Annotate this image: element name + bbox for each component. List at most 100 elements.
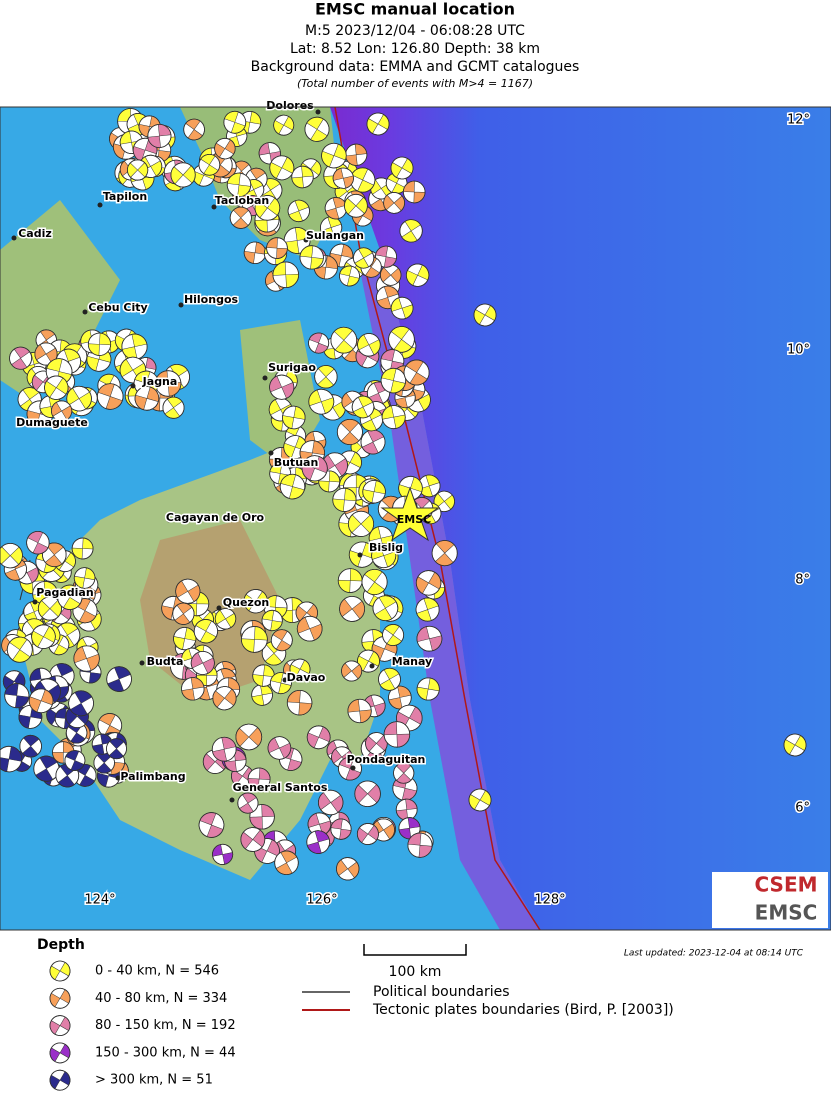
place-label: Tacloban (215, 194, 269, 207)
beachball (267, 736, 292, 760)
beachball-rim (314, 365, 338, 389)
beachball-rim (71, 537, 94, 560)
beachball (393, 762, 415, 784)
beachball-rim (269, 374, 295, 400)
beachball-rim (353, 247, 375, 269)
beachball (266, 237, 288, 259)
lon-label: 126° (306, 893, 337, 908)
beachball (44, 375, 69, 400)
beachball-rim (147, 124, 172, 148)
beachball-rim (73, 645, 100, 672)
beachball (181, 677, 205, 701)
beachball (336, 857, 360, 881)
beachball-rim (19, 734, 42, 758)
beachball-rim (308, 332, 330, 354)
beachball (247, 767, 271, 791)
beachball (390, 296, 414, 320)
place-label: Sulangan (306, 229, 364, 242)
beachball-rim (431, 540, 458, 567)
beachball (49, 1069, 71, 1091)
place-label: Cebu City (88, 301, 147, 314)
beachball (96, 383, 124, 410)
beachball (49, 1042, 71, 1064)
place-dot (282, 677, 288, 683)
beachball-rim (318, 789, 344, 816)
beachball (121, 333, 148, 360)
beachball-rim (33, 755, 60, 782)
beachball (371, 543, 397, 569)
beachball (214, 137, 236, 160)
beachball (381, 405, 406, 430)
place-label: Hilongos (184, 293, 239, 306)
beachball-rim (282, 405, 306, 430)
beachball-rim (362, 479, 386, 504)
beachball (287, 199, 310, 223)
beachball (339, 595, 366, 622)
beachball-rim (273, 114, 295, 136)
legend-item: 80 - 150 km, N = 192 (95, 1018, 236, 1033)
place-dot (357, 552, 363, 558)
beachball (357, 333, 381, 357)
beachball-rim (357, 649, 380, 673)
beachball-rim (49, 960, 71, 982)
beachball (304, 116, 330, 142)
beachball-rim (173, 627, 197, 651)
beachball-rim (347, 510, 375, 537)
beachball (324, 197, 348, 220)
beachball (337, 568, 363, 593)
beachball-rim (289, 658, 311, 680)
beachball (415, 570, 442, 596)
place-dot (11, 235, 17, 241)
beachball (240, 827, 266, 852)
beachball-rim (241, 626, 268, 653)
beachball-rim (261, 609, 283, 632)
beachball-rim (416, 677, 440, 701)
place-label: Quezon (223, 596, 269, 609)
beachball (402, 180, 426, 204)
beachball (212, 843, 234, 865)
beachball-rim (198, 153, 221, 176)
scale-label: 100 km (389, 964, 442, 980)
header-note: (Total number of events with M>4 = 1167) (297, 77, 533, 90)
beachball (237, 792, 259, 814)
beachball-rim (272, 261, 300, 289)
place-label: Dumaguete (16, 416, 88, 429)
beachball-rim (183, 118, 205, 141)
beachball (783, 733, 807, 757)
beachball-rim (31, 624, 56, 649)
beachball (351, 395, 375, 419)
beachball (66, 385, 92, 412)
beachball-rim (269, 672, 292, 695)
beachball (382, 624, 405, 646)
place-label: Jagna (142, 375, 178, 388)
beachball-rim (49, 1069, 71, 1091)
beachball (0, 542, 23, 569)
beachball-rim (266, 237, 288, 259)
beachball (431, 540, 458, 567)
beachball (399, 219, 423, 243)
beachball-rim (4, 683, 30, 709)
beachball (370, 177, 393, 200)
beachball-rim (383, 192, 405, 214)
beachball-rim (68, 690, 94, 717)
beachball (336, 418, 363, 446)
beachball-rim (416, 625, 443, 652)
beachball-rim (269, 155, 295, 181)
place-label: Budta (147, 655, 184, 668)
beachball (380, 264, 402, 286)
beachball-rim (87, 332, 112, 356)
beachball-rim (106, 738, 127, 760)
beachball (330, 326, 358, 354)
beachball (73, 645, 100, 672)
beachball (344, 193, 368, 218)
place-dot (315, 109, 321, 115)
beachball (134, 386, 160, 411)
beachball (378, 667, 401, 691)
beachball-rim (286, 689, 313, 716)
beachball-rim (299, 245, 324, 270)
beachball-rim (226, 172, 252, 198)
beachball-rim (341, 660, 363, 682)
beachball-rim (175, 578, 201, 604)
place-label: Cagayan de Oro (166, 511, 265, 524)
beachball (318, 789, 344, 816)
